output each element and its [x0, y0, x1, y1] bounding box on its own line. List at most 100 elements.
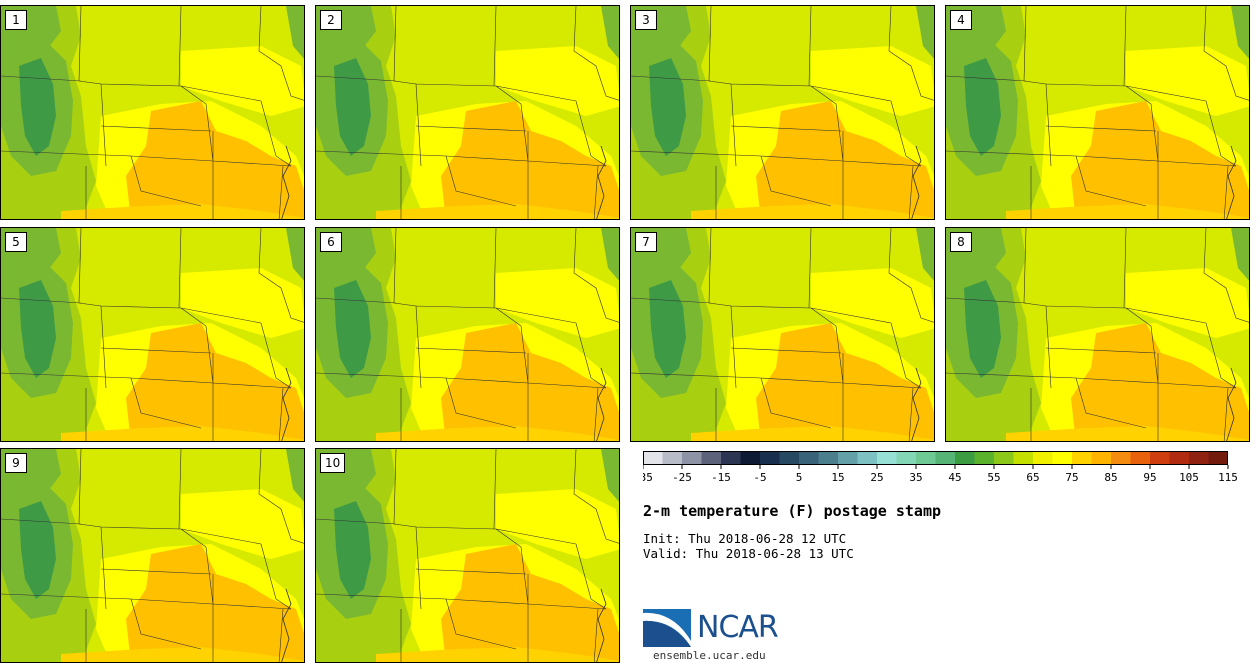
high-terrain-field [964, 280, 1001, 378]
member-number: 4 [950, 10, 972, 30]
ensemble-member-panel[interactable]: 4 [945, 5, 1250, 220]
colorbar-tick-label: 45 [948, 471, 961, 484]
state-borders [1, 449, 304, 662]
colorbar-swatch [682, 451, 702, 465]
river-border [281, 145, 292, 219]
ensemble-member-panel[interactable]: 1 [0, 5, 305, 220]
midwest-field [496, 46, 619, 116]
member-number: 10 [320, 453, 346, 473]
midwest-field [1126, 46, 1249, 116]
river-border [911, 367, 922, 441]
state-borders [946, 6, 1249, 219]
figure-title: 2-m temperature (F) postage stamp [643, 502, 942, 520]
southern-border-field [691, 204, 934, 219]
high-terrain-field [334, 280, 371, 378]
high-terrain-field [649, 280, 686, 378]
great-lakes-field [286, 6, 304, 59]
colorbar-swatch [955, 451, 975, 465]
colorbar-swatch [1111, 451, 1131, 465]
southern-border-field [1006, 426, 1249, 441]
midwest-field [496, 268, 619, 338]
southern-border-field [61, 426, 304, 441]
state-borders [631, 6, 934, 219]
colorbar-swatch [1150, 451, 1170, 465]
colorbar-tick-label: 15 [831, 471, 844, 484]
ensemble-member-panel[interactable]: 3 [630, 5, 935, 220]
temperature-map [946, 6, 1249, 219]
state-borders [946, 228, 1249, 441]
river-border [281, 367, 292, 441]
temperature-map [631, 228, 934, 441]
member-number: 7 [635, 232, 657, 252]
colorbar-swatch [857, 451, 877, 465]
great-lakes-field [601, 449, 619, 502]
temperature-map [1, 6, 304, 219]
temperature-map [316, 6, 619, 219]
colorbar-swatch [896, 451, 916, 465]
colorbar-swatch [1072, 451, 1092, 465]
colorbar-swatch [1169, 451, 1189, 465]
ensemble-member-panel[interactable]: 9 [0, 448, 305, 663]
ncar-logo-text: NCAR [697, 610, 779, 645]
colorbar-swatch [779, 451, 799, 465]
state-borders [316, 449, 619, 662]
colorbar-swatch [1013, 451, 1033, 465]
temperature-map [316, 228, 619, 441]
colorbar-swatch [1091, 451, 1111, 465]
hot-region-field [1071, 323, 1249, 441]
init-label: Init: [643, 531, 681, 546]
ensemble-member-panel[interactable]: 7 [630, 227, 935, 442]
midwest-field [496, 489, 619, 559]
colorbar-swatch [818, 451, 838, 465]
hot-region-field [441, 544, 619, 662]
colorbar-tick-label: -25 [672, 471, 692, 484]
hot-region-field [126, 544, 304, 662]
great-lakes-field [601, 228, 619, 281]
state-borders [316, 228, 619, 441]
ncar-url[interactable]: ensemble.ucar.edu [653, 649, 766, 662]
valid-time: Thu 2018-06-28 13 UTC [695, 546, 854, 561]
ensemble-member-panel[interactable]: 2 [315, 5, 620, 220]
southern-border-field [61, 647, 304, 662]
colorbar-swatch [1052, 451, 1072, 465]
colorbar-swatch [1208, 451, 1228, 465]
colorbar-swatch [1033, 451, 1053, 465]
temperature-map [631, 6, 934, 219]
southern-border-field [61, 204, 304, 219]
hot-region-field [756, 101, 934, 219]
great-lakes-field [916, 228, 934, 281]
colorbar-tick-label: 115 [1218, 471, 1238, 484]
state-borders [316, 6, 619, 219]
river-border [596, 588, 607, 662]
hot-region-field [126, 323, 304, 441]
midwest-field [1126, 268, 1249, 338]
ensemble-member-panel[interactable]: 5 [0, 227, 305, 442]
ncar-logo[interactable]: NCAR ensemble.ucar.edu [643, 605, 803, 662]
river-border [281, 588, 292, 662]
great-lakes-field [1231, 6, 1249, 59]
colorbar-tick-label: 105 [1179, 471, 1199, 484]
member-number: 5 [5, 232, 27, 252]
river-border [596, 367, 607, 441]
hot-region-field [441, 101, 619, 219]
ensemble-member-panel[interactable]: 10 [315, 448, 620, 663]
colorbar-tick-label: 75 [1065, 471, 1078, 484]
member-number: 8 [950, 232, 972, 252]
river-border [596, 145, 607, 219]
colorbar-tick-label: -15 [711, 471, 731, 484]
ensemble-member-panel[interactable]: 6 [315, 227, 620, 442]
colorbar-tick-label: 5 [796, 471, 803, 484]
river-border [1226, 145, 1237, 219]
midwest-field [181, 268, 304, 338]
colorbar-swatch [1189, 451, 1209, 465]
midwest-field [811, 268, 934, 338]
southern-border-field [376, 426, 619, 441]
midwest-field [181, 489, 304, 559]
southern-border-field [376, 204, 619, 219]
init-time: Thu 2018-06-28 12 UTC [688, 531, 847, 546]
ncar-swoosh-icon [643, 609, 691, 647]
great-lakes-field [916, 6, 934, 59]
colorbar-tick-label: -35 [643, 471, 653, 484]
temperature-map [946, 228, 1249, 441]
ensemble-member-panel[interactable]: 8 [945, 227, 1250, 442]
